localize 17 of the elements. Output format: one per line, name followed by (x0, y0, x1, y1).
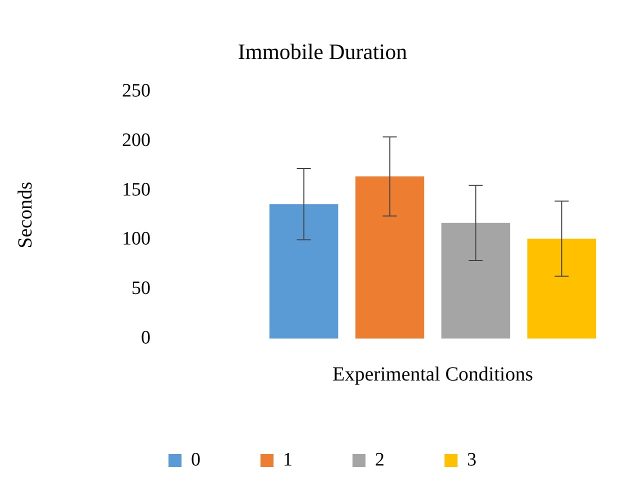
x-axis-title: Experimental Conditions (332, 363, 534, 386)
legend-label: 2 (375, 449, 384, 470)
y-tick-label: 250 (122, 80, 150, 102)
chart-title: Immobile Duration (238, 38, 408, 64)
y-tick-label: 150 (122, 179, 150, 200)
legend-label: 1 (283, 449, 292, 470)
bar (441, 222, 510, 339)
legend-label: 3 (467, 449, 476, 470)
y-tick-label: 0 (141, 328, 150, 349)
y-axis-title: Seconds (14, 181, 36, 248)
y-tick-label: 100 (122, 228, 150, 250)
legend-label: 0 (191, 449, 200, 470)
bar (269, 204, 338, 339)
y-tick-label: 50 (132, 278, 150, 300)
bar (355, 176, 424, 339)
y-tick-label: 200 (122, 130, 150, 151)
bar (527, 238, 596, 339)
